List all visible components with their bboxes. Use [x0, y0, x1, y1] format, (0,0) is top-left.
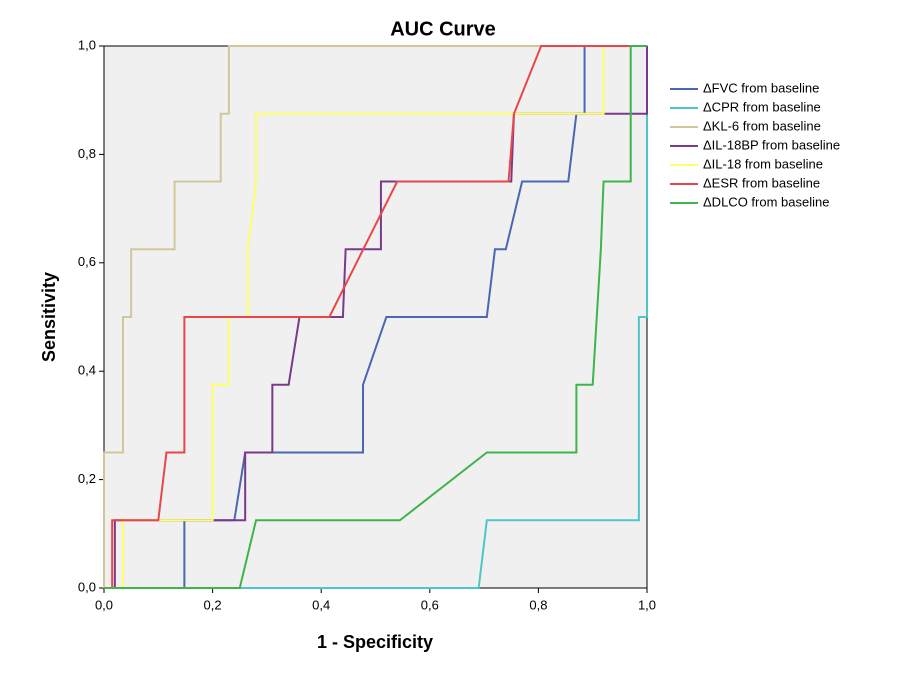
y-tick-label: 0,0	[78, 579, 96, 594]
x-tick-label: 0,8	[529, 597, 547, 612]
x-axis-title: 1 - Specificity	[317, 632, 433, 652]
legend-label: ΔDLCO from baseline	[703, 194, 829, 209]
legend-label: ΔIL-18BP from baseline	[703, 137, 840, 152]
y-tick-label: 0,8	[78, 146, 96, 161]
roc-line	[103, 45, 647, 588]
legend-label: ΔKL-6 from baseline	[703, 118, 821, 133]
x-tick-label: 0,4	[312, 597, 330, 612]
y-tick-label: 0,4	[78, 363, 96, 378]
legend-label: ΔFVC from baseline	[703, 80, 819, 95]
legend-label: ΔCPR from baseline	[703, 99, 821, 114]
x-tick-label: 0,2	[204, 597, 222, 612]
y-tick-label: 0,2	[78, 471, 96, 486]
y-axis-title: Sensitivity	[39, 272, 59, 362]
roc-line	[104, 45, 647, 589]
x-tick-label: 0,0	[95, 597, 113, 612]
legend-label: ΔIL-18 from baseline	[703, 156, 823, 171]
x-tick-label: 1,0	[638, 597, 656, 612]
legend-label: ΔESR from baseline	[703, 175, 820, 190]
roc-line	[104, 46, 648, 589]
chart-title: AUC Curve	[390, 18, 496, 40]
roc-line	[104, 45, 647, 589]
y-tick-label: 0,6	[78, 254, 96, 269]
x-tick-label: 0,6	[421, 597, 439, 612]
y-tick-label: 1,0	[78, 37, 96, 52]
